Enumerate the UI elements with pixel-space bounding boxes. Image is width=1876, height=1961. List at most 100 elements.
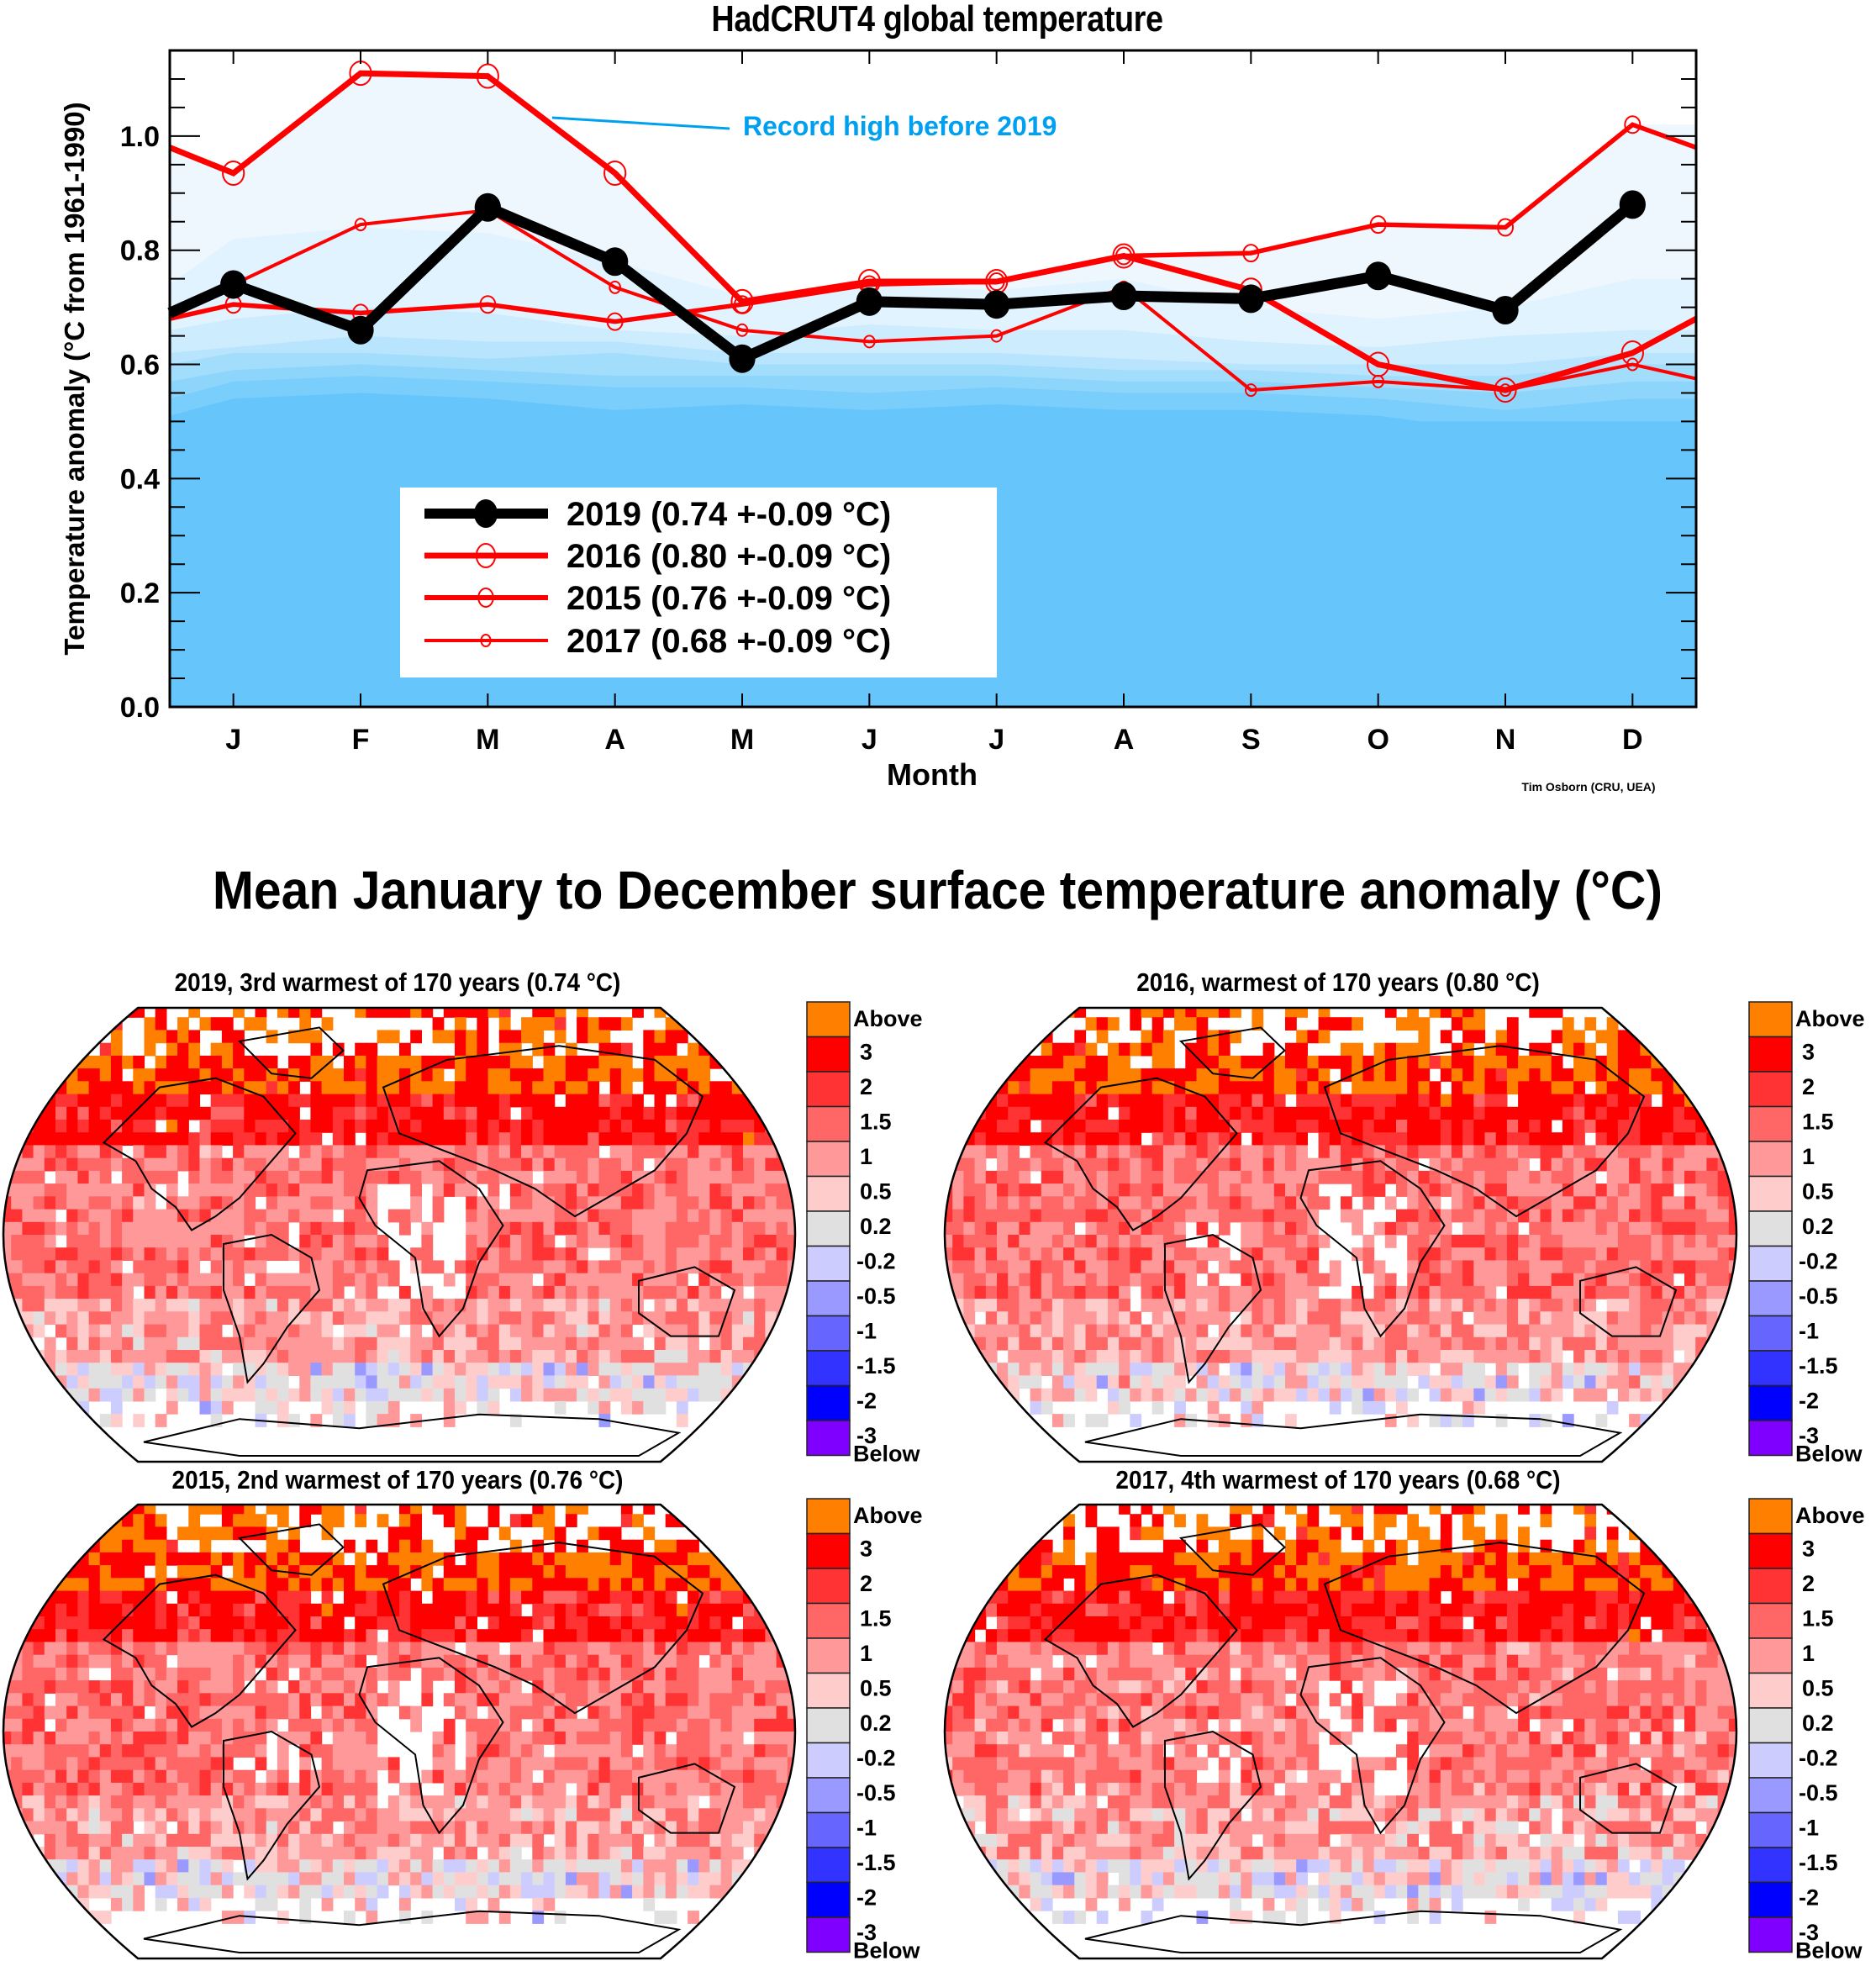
grid-cell [1185, 1350, 1198, 1363]
grid-cell [1096, 1299, 1109, 1312]
grid-cell [1051, 1273, 1064, 1287]
grid-cell [332, 1565, 345, 1579]
grid-cell [654, 1196, 667, 1210]
grid-cell [233, 1221, 245, 1236]
grid-cell [33, 1120, 45, 1133]
grid-cell [963, 1350, 976, 1363]
grid-cell [620, 1132, 633, 1146]
grid-cell [1540, 1106, 1552, 1120]
grid-cell [554, 1145, 566, 1159]
grid-cell [609, 1017, 622, 1031]
grid-cell [1717, 1068, 1730, 1082]
grid-cell [1296, 1106, 1308, 1120]
grid-cell [709, 1414, 722, 1427]
grid-cell [1262, 1311, 1275, 1326]
grid-cell [421, 1299, 434, 1312]
grid-cell [1540, 1196, 1552, 1210]
grid-cell [1584, 1017, 1597, 1031]
grid-cell [1651, 1260, 1663, 1274]
grid-cell [166, 1400, 178, 1415]
grid-cell [509, 1132, 522, 1146]
grid-cell [155, 1132, 167, 1146]
grid-cell [688, 1183, 699, 1197]
grid-cell [1684, 1055, 1696, 1069]
grid-cell [199, 1120, 212, 1133]
grid-cell [366, 1400, 378, 1415]
grid-cell [1440, 1120, 1452, 1133]
grid-cell [466, 1106, 477, 1120]
grid-cell [532, 1008, 545, 1018]
grid-cell [188, 1629, 201, 1642]
grid-cell [277, 1590, 289, 1605]
grid-cell [731, 1505, 744, 1515]
grid-cell [1196, 1388, 1209, 1402]
grid-cell [787, 1145, 795, 1159]
grid-cell [155, 1170, 167, 1184]
grid-cell [754, 1514, 766, 1527]
grid-cell [588, 1221, 600, 1236]
grid-cell [1041, 1363, 1053, 1376]
grid-cell [177, 1552, 189, 1566]
grid-cell [1717, 1273, 1730, 1287]
grid-cell [565, 1247, 577, 1261]
grid-cell [1595, 1196, 1608, 1210]
grid-cell [288, 1414, 300, 1427]
grid-cell [1728, 1375, 1736, 1389]
grid-cell [1196, 1120, 1209, 1133]
grid-cell [1019, 1235, 1031, 1248]
grid-cell [1595, 1311, 1608, 1326]
grid-cell [22, 1363, 34, 1376]
grid-cell [1629, 1235, 1641, 1248]
grid-cell [543, 1145, 556, 1159]
grid-cell [122, 1170, 134, 1184]
grid-cell [321, 1055, 334, 1069]
point-2016-3 [603, 161, 627, 187]
grid-cell [288, 1157, 300, 1172]
grid-cell [743, 1196, 755, 1210]
grid-cell [787, 1388, 795, 1402]
grid-cell [743, 1400, 755, 1415]
grid-cell [1640, 1157, 1652, 1172]
grid-cell [632, 1350, 644, 1363]
grid-cell [1285, 1260, 1297, 1274]
grid-cell [1096, 1350, 1109, 1363]
grid-cell [1141, 1068, 1153, 1082]
grid-cell [1162, 1247, 1175, 1261]
grid-cell [188, 1311, 201, 1326]
grid-cell [310, 1196, 323, 1210]
grid-cell [676, 1505, 688, 1515]
grid-cell [1617, 1068, 1630, 1082]
grid-cell [776, 1247, 788, 1261]
grid-cell [177, 1299, 189, 1312]
grid-cell [188, 1196, 201, 1210]
grid-cell [1162, 1068, 1175, 1082]
grid-cell [221, 1642, 234, 1656]
grid-cell [1418, 1196, 1431, 1210]
grid-cell [1495, 1363, 1508, 1376]
grid-cell [144, 1157, 156, 1172]
grid-cell [387, 1324, 400, 1338]
grid-cell [177, 1375, 189, 1389]
grid-cell [598, 1629, 611, 1642]
grid-cell [1318, 1030, 1331, 1044]
grid-cell [1362, 1299, 1375, 1312]
grid-cell [1119, 1350, 1130, 1363]
grid-cell [344, 1081, 356, 1095]
grid-cell [1451, 1008, 1463, 1018]
grid-cell [1063, 1273, 1075, 1287]
grid-cell [155, 1603, 167, 1617]
grid-cell [1384, 1094, 1397, 1108]
grid-cell [1473, 1285, 1486, 1299]
grid-cell [1407, 1221, 1419, 1236]
grid-cell [332, 1081, 345, 1095]
grid-cell [66, 1094, 78, 1108]
grid-cell [321, 1324, 334, 1338]
grid-cell [1151, 1273, 1164, 1287]
grid-cell [1529, 1183, 1541, 1197]
grid-cell [1273, 1273, 1286, 1287]
grid-cell [1673, 1094, 1685, 1108]
grid-cell [1706, 1311, 1719, 1326]
grid-cell [399, 1616, 411, 1630]
grid-cell [410, 1030, 422, 1044]
grid-cell [1241, 1081, 1253, 1095]
